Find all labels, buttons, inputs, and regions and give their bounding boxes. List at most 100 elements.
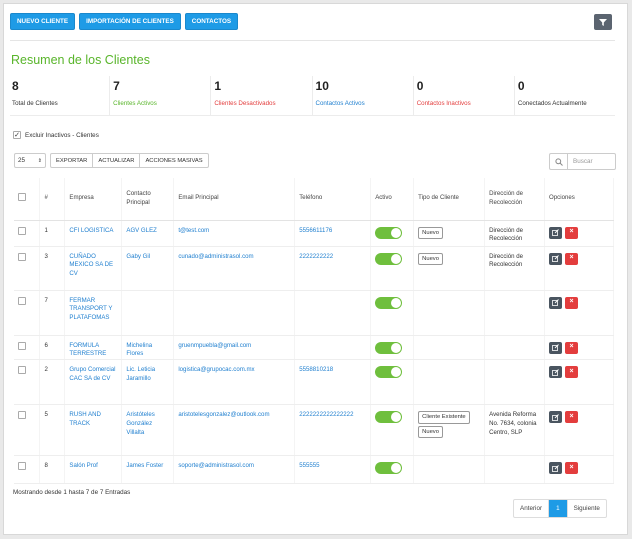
- edit-icon[interactable]: [549, 296, 563, 309]
- edit-icon[interactable]: [549, 411, 563, 424]
- delete-icon[interactable]: ×: [565, 252, 579, 265]
- delete-icon[interactable]: ×: [565, 296, 579, 309]
- stat-label: Conectados Actualmente: [517, 100, 587, 107]
- company-link[interactable]: Salón Prof: [64, 455, 123, 485]
- active-toggle[interactable]: [375, 296, 403, 309]
- column-header[interactable]: Teléfono: [294, 178, 372, 221]
- select-arrows-icon: ⇕: [37, 157, 42, 164]
- active-toggle[interactable]: [375, 252, 403, 265]
- contact-link[interactable]: Lic. Leticia Jaramillo: [121, 359, 175, 406]
- delete-icon[interactable]: ×: [565, 226, 579, 239]
- stat-card: 7 Clientes Activos: [109, 76, 210, 115]
- phone-link[interactable]: 2222222222222222: [294, 404, 372, 457]
- row-checkbox[interactable]: [18, 226, 26, 235]
- contact-link[interactable]: Michelina Flores: [121, 335, 175, 361]
- edit-icon[interactable]: [549, 226, 563, 239]
- toolbar: NUEVO CLIENTE IMPORTACIÓN DE CLIENTES CO…: [10, 13, 239, 30]
- company-link[interactable]: Grupo Comercial CAC SA de CV: [64, 359, 123, 406]
- select-all-checkbox[interactable]: [18, 192, 26, 201]
- company-link[interactable]: RUSH AND TRACK: [64, 404, 123, 457]
- phone-link[interactable]: 5558810218: [294, 359, 372, 406]
- contact-link[interactable]: Gaby Gil: [121, 246, 175, 291]
- exclude-inactive-checkbox[interactable]: ✓: [13, 131, 21, 139]
- contact-link[interactable]: [121, 290, 175, 336]
- row-checkbox[interactable]: [18, 296, 26, 305]
- row-checkbox[interactable]: [18, 252, 26, 261]
- phone-link[interactable]: [294, 335, 372, 361]
- delete-icon[interactable]: ×: [565, 411, 579, 424]
- page-size-select[interactable]: 25 ⇕: [14, 153, 46, 168]
- client-type-cell: [413, 335, 486, 361]
- page-title: Resumen de los Clientes: [11, 53, 150, 67]
- pickup-address: [484, 359, 546, 406]
- column-header[interactable]: #: [39, 178, 66, 221]
- toggle-knob: [391, 367, 402, 378]
- column-header[interactable]: Empresa: [64, 178, 123, 221]
- active-cell: [370, 220, 415, 247]
- stat-value: 1: [214, 79, 222, 93]
- import-clients-button[interactable]: IMPORTACIÓN DE CLIENTES: [79, 13, 181, 30]
- active-toggle[interactable]: [375, 411, 403, 424]
- column-header[interactable]: Dirección de Recolección: [484, 178, 546, 221]
- company-link[interactable]: FORMULA TERRESTRE: [64, 335, 123, 361]
- client-type-cell: Cliente Existente Nuevo: [413, 404, 486, 457]
- active-cell: [370, 404, 415, 457]
- edit-icon[interactable]: [549, 462, 563, 475]
- clients-table: # Empresa Contacto Principal Email Principa…: [14, 178, 614, 485]
- row-checkbox[interactable]: [18, 411, 26, 420]
- email-link[interactable]: cunado@administrasol.com: [173, 246, 296, 291]
- active-toggle[interactable]: [375, 462, 403, 475]
- toggle-knob: [391, 253, 402, 264]
- phone-link[interactable]: 2222222222: [294, 246, 372, 291]
- new-client-button[interactable]: NUEVO CLIENTE: [10, 13, 76, 30]
- client-type-cell: Nuevo: [413, 220, 486, 247]
- page-1-button[interactable]: 1: [548, 500, 567, 517]
- email-link[interactable]: [173, 290, 296, 336]
- contacts-button[interactable]: CONTACTOS: [184, 13, 239, 30]
- email-link[interactable]: gruenmpuebla@gmail.com: [173, 335, 296, 361]
- email-link[interactable]: soporte@administrasol.com: [173, 455, 296, 485]
- filter-button[interactable]: [594, 14, 612, 30]
- delete-icon[interactable]: ×: [565, 366, 579, 379]
- edit-icon[interactable]: [549, 341, 563, 354]
- active-toggle[interactable]: [375, 366, 403, 379]
- search-input[interactable]: Buscar: [567, 153, 616, 170]
- prev-page-button[interactable]: Anterior: [520, 505, 543, 512]
- company-link[interactable]: CUÑADO MEXICO SA DE CV: [64, 246, 123, 291]
- row-checkbox[interactable]: [18, 366, 26, 375]
- active-toggle[interactable]: [375, 341, 403, 354]
- column-header[interactable]: Contacto Principal: [121, 178, 175, 221]
- company-link[interactable]: FERMAR TRANSPORT Y PLATAFOMAS: [64, 290, 123, 336]
- search-icon: [549, 153, 567, 170]
- company-link[interactable]: CFI LOGISTICA: [64, 220, 123, 247]
- delete-icon[interactable]: ×: [565, 462, 579, 475]
- row-checkbox[interactable]: [18, 341, 26, 350]
- contact-link[interactable]: Aristóteles González Villalta: [121, 404, 175, 457]
- delete-icon[interactable]: ×: [565, 341, 579, 354]
- email-link[interactable]: logistica@grupocac.com.mx: [173, 359, 296, 406]
- bulk-actions-button[interactable]: ACCIONES MASIVAS: [139, 154, 207, 167]
- column-header[interactable]: Email Principal: [173, 178, 296, 221]
- refresh-button[interactable]: ACTUALIZAR: [92, 154, 139, 167]
- row-checkbox[interactable]: [18, 462, 26, 471]
- column-header[interactable]: Activo: [370, 178, 415, 221]
- active-toggle[interactable]: [375, 226, 403, 239]
- email-link[interactable]: t@test.com: [173, 220, 296, 247]
- phone-link[interactable]: [294, 290, 372, 336]
- column-header[interactable]: Tipo de Cliente: [413, 178, 486, 221]
- column-header[interactable]: Opciones: [544, 178, 614, 221]
- options-cell: ×: [544, 246, 614, 291]
- export-button[interactable]: EXPORTAR: [56, 157, 88, 164]
- contact-link[interactable]: AGV GLEZ: [121, 220, 175, 247]
- next-page-button[interactable]: Siguiente: [566, 500, 606, 517]
- contact-link[interactable]: James Foster: [121, 455, 175, 485]
- edit-icon[interactable]: [549, 252, 563, 265]
- phone-link[interactable]: 5556611176: [294, 220, 372, 247]
- exclude-inactive-filter[interactable]: ✓ Excluir Inactivos - Clientes: [13, 131, 99, 139]
- toggle-knob: [391, 227, 402, 238]
- edit-icon[interactable]: [549, 366, 563, 379]
- email-link[interactable]: aristotelesgonzalez@outlook.com: [173, 404, 296, 457]
- pickup-address: [484, 335, 546, 361]
- phone-link[interactable]: 555555: [294, 455, 372, 485]
- pickup-address: Dirección de Recolección: [484, 220, 546, 247]
